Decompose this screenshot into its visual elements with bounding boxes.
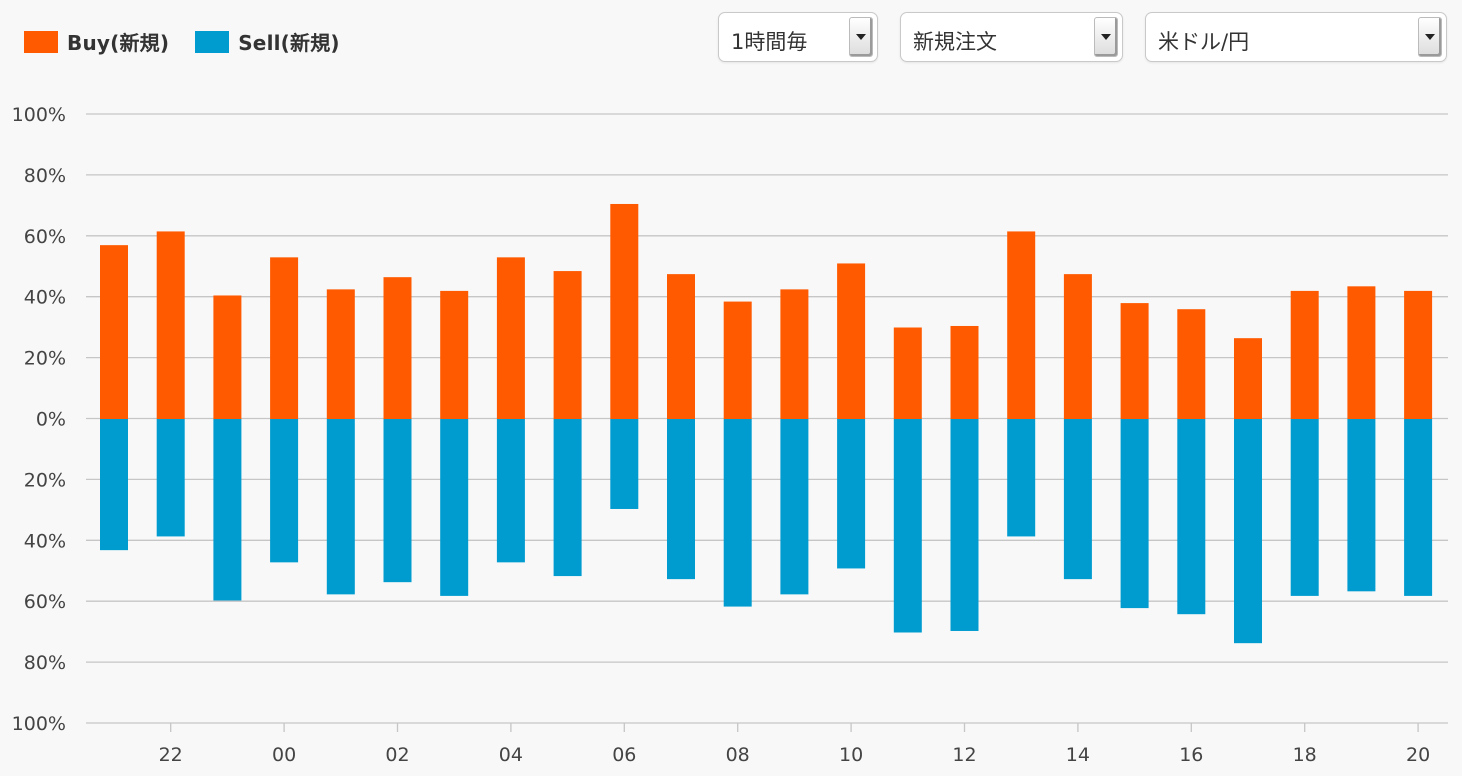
- bar-sell: [100, 419, 128, 551]
- bar-buy: [496, 257, 525, 419]
- x-tick-label: 10: [839, 744, 863, 766]
- legend-item-sell: Sell(新規): [195, 27, 340, 56]
- currency-pair-select[interactable]: 米ドル/円: [1145, 12, 1447, 62]
- bar-sell: [213, 419, 242, 601]
- bar-sell: [326, 419, 355, 595]
- bar-buy: [553, 271, 582, 419]
- bar-sell: [667, 419, 695, 580]
- legend-swatch-buy: [24, 30, 58, 53]
- bar-buy: [1120, 303, 1149, 419]
- bar-buy: [270, 257, 299, 419]
- bar-buy: [1290, 290, 1319, 419]
- x-tick-label: 14: [1066, 744, 1090, 766]
- legend-label-buy: Buy(新規): [67, 31, 170, 55]
- bar-sell: [553, 419, 582, 577]
- bar-sell: [950, 419, 979, 631]
- bar-buy: [1177, 309, 1206, 419]
- x-tick-label: 16: [1179, 744, 1203, 766]
- y-tick-label: 80%: [24, 165, 66, 187]
- bar-buy: [326, 289, 355, 419]
- bar-buy: [610, 203, 639, 419]
- x-tick-label: 02: [385, 744, 409, 766]
- bar-buy: [1347, 286, 1376, 419]
- order-type-select-value: 新規注文: [913, 30, 997, 54]
- y-tick-label: 20%: [24, 348, 66, 370]
- bar-sell: [383, 419, 412, 583]
- chevron-down-icon: [856, 34, 866, 40]
- x-tick-label: 22: [159, 744, 183, 766]
- bar-buy: [1234, 338, 1262, 419]
- interval-select[interactable]: 1時間毎: [718, 12, 878, 62]
- bar-sell: [837, 419, 866, 569]
- interval-dropdown-button[interactable]: [849, 17, 873, 57]
- order-type-dropdown-button[interactable]: [1094, 17, 1118, 57]
- bar-sell: [1234, 419, 1262, 644]
- bar-sell: [893, 419, 922, 633]
- legend-label-sell: Sell(新規): [238, 31, 340, 55]
- bar-sell: [1404, 419, 1433, 596]
- chevron-down-icon: [1425, 34, 1435, 40]
- y-tick-label: 0%: [36, 409, 66, 431]
- x-tick-label: 06: [612, 744, 636, 766]
- bar-sell: [1007, 419, 1036, 537]
- x-tick-label: 08: [726, 744, 750, 766]
- y-tick-label: 60%: [24, 591, 66, 613]
- currency-pair-dropdown-button[interactable]: [1418, 17, 1442, 57]
- bar-buy: [100, 245, 128, 419]
- bar-sell: [723, 419, 752, 607]
- bar-buy: [213, 295, 242, 419]
- interval-select-value: 1時間毎: [731, 30, 808, 54]
- x-tick-label: 04: [499, 744, 523, 766]
- x-tick-label: 20: [1406, 744, 1430, 766]
- bar-buy: [723, 301, 752, 419]
- bar-buy: [440, 290, 469, 419]
- bar-buy: [383, 277, 412, 419]
- bar-sell: [270, 419, 299, 563]
- x-tick-label: 18: [1293, 744, 1317, 766]
- bar-buy: [1007, 231, 1036, 419]
- x-tick-label: 12: [952, 744, 976, 766]
- bar-buy: [156, 231, 185, 419]
- currency-pair-select-value: 米ドル/円: [1158, 30, 1250, 54]
- x-tick-label: 00: [272, 744, 296, 766]
- bar-buy: [1404, 290, 1433, 419]
- bar-sell: [1177, 419, 1206, 615]
- bar-sell: [1290, 419, 1319, 596]
- bar-buy: [950, 325, 979, 419]
- bar-sell: [780, 419, 809, 595]
- chart-legend: Buy(新規) Sell(新規): [24, 27, 366, 56]
- bar-buy: [837, 263, 866, 419]
- y-tick-label: 20%: [24, 469, 66, 491]
- bar-sell: [610, 419, 639, 509]
- bar-sell: [440, 419, 469, 596]
- bar-sell: [496, 419, 525, 563]
- y-tick-label: 60%: [24, 226, 66, 248]
- y-tick-label: 80%: [24, 652, 66, 674]
- bar-buy: [667, 274, 695, 419]
- y-tick-label: 40%: [24, 530, 66, 552]
- order-type-select[interactable]: 新規注文: [900, 12, 1123, 62]
- chevron-down-icon: [1101, 34, 1111, 40]
- y-tick-label: 100%: [12, 104, 66, 126]
- legend-swatch-sell: [195, 30, 230, 53]
- bar-buy: [780, 289, 809, 419]
- bar-buy: [893, 327, 922, 419]
- bar-sell: [156, 419, 185, 537]
- bar-sell: [1063, 419, 1092, 580]
- bar-buy: [1063, 274, 1092, 419]
- y-tick-label: 40%: [24, 287, 66, 309]
- bar-sell: [1347, 419, 1376, 592]
- y-tick-label: 100%: [12, 713, 66, 735]
- bar-sell: [1120, 419, 1149, 609]
- legend-item-buy: Buy(新規): [24, 27, 169, 56]
